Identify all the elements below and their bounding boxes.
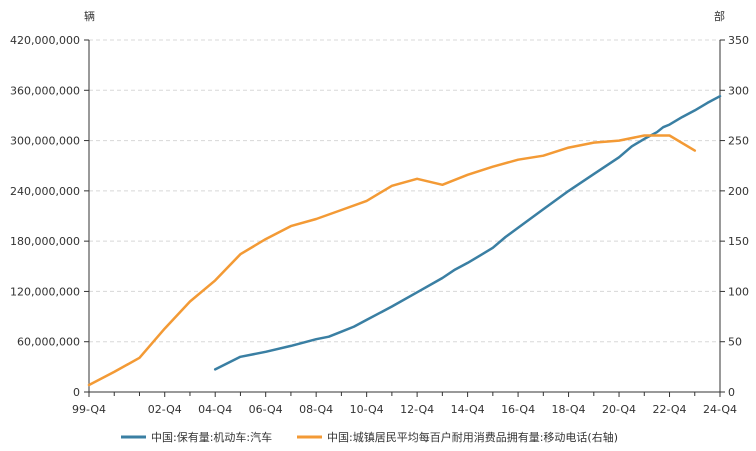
series-line-phones bbox=[87, 134, 697, 387]
right-axis-unit: 部 bbox=[714, 9, 725, 23]
right-axis-tick-label: 350 bbox=[728, 34, 749, 47]
right-axis-tick-label: 50 bbox=[728, 336, 742, 349]
legend-label-phones: 中国:城镇居民平均每百户耐用消费品拥有量:移动电话(右轴) bbox=[327, 430, 618, 444]
right-axis-tick-label: 100 bbox=[728, 285, 749, 298]
x-axis-tick-label: 06-Q4 bbox=[249, 403, 283, 416]
right-axis-tick-label: 150 bbox=[728, 235, 749, 248]
series-layer bbox=[87, 94, 722, 387]
x-axis-tick-label: 14-Q4 bbox=[451, 403, 485, 416]
x-axis-tick-label: 10-Q4 bbox=[350, 403, 384, 416]
x-axis-tick-label: 08-Q4 bbox=[299, 403, 333, 416]
x-axis-tick-label: 20-Q4 bbox=[602, 403, 636, 416]
x-axis-tick-label: 18-Q4 bbox=[552, 403, 586, 416]
x-axis-tick-label: 12-Q4 bbox=[400, 403, 434, 416]
left-axis-tick-label: 420,000,000 bbox=[10, 34, 80, 47]
left-axis-tick-label: 0 bbox=[73, 386, 80, 399]
legend-item-cars[interactable]: 中国:保有量:机动车:汽车 bbox=[121, 430, 272, 444]
right-axis-tick-label: 300 bbox=[728, 84, 749, 97]
left-axis-unit: 辆 bbox=[84, 9, 95, 23]
left-axis-tick-label: 120,000,000 bbox=[10, 285, 80, 298]
left-axis-tick-label: 300,000,000 bbox=[10, 135, 80, 148]
x-axis-tick-label: 02-Q4 bbox=[148, 403, 182, 416]
left-axis-tick-label: 180,000,000 bbox=[10, 235, 80, 248]
axes-layer: 0 60,000,000 120,000,000 180,000,000 240,000… bbox=[10, 34, 749, 416]
right-axis-tick-label: 200 bbox=[728, 185, 749, 198]
x-axis-tick-label: 22-Q4 bbox=[653, 403, 687, 416]
right-axis-tick-label: 250 bbox=[728, 135, 749, 148]
left-axis-tick-label: 360,000,000 bbox=[10, 84, 80, 97]
grid-layer bbox=[89, 39, 720, 343]
legend-label-cars: 中国:保有量:机动车:汽车 bbox=[151, 430, 272, 444]
x-axis-tick-label: 16-Q4 bbox=[501, 403, 535, 416]
x-axis-tick-label: 24-Q4 bbox=[703, 403, 737, 416]
left-axis-tick-label: 240,000,000 bbox=[10, 185, 80, 198]
x-axis-tick-label: 99-Q4 bbox=[72, 403, 106, 416]
left-axis-tick-label: 60,000,000 bbox=[17, 336, 80, 349]
right-axis-tick-label: 0 bbox=[728, 386, 735, 399]
legend: 中国:保有量:机动车:汽车 中国:城镇居民平均每百户耐用消费品拥有量:移动电话(… bbox=[121, 430, 618, 444]
x-axis-tick-label: 04-Q4 bbox=[198, 403, 232, 416]
legend-item-phones[interactable]: 中国:城镇居民平均每百户耐用消费品拥有量:移动电话(右轴) bbox=[297, 430, 618, 444]
series-line-cars bbox=[213, 94, 722, 371]
